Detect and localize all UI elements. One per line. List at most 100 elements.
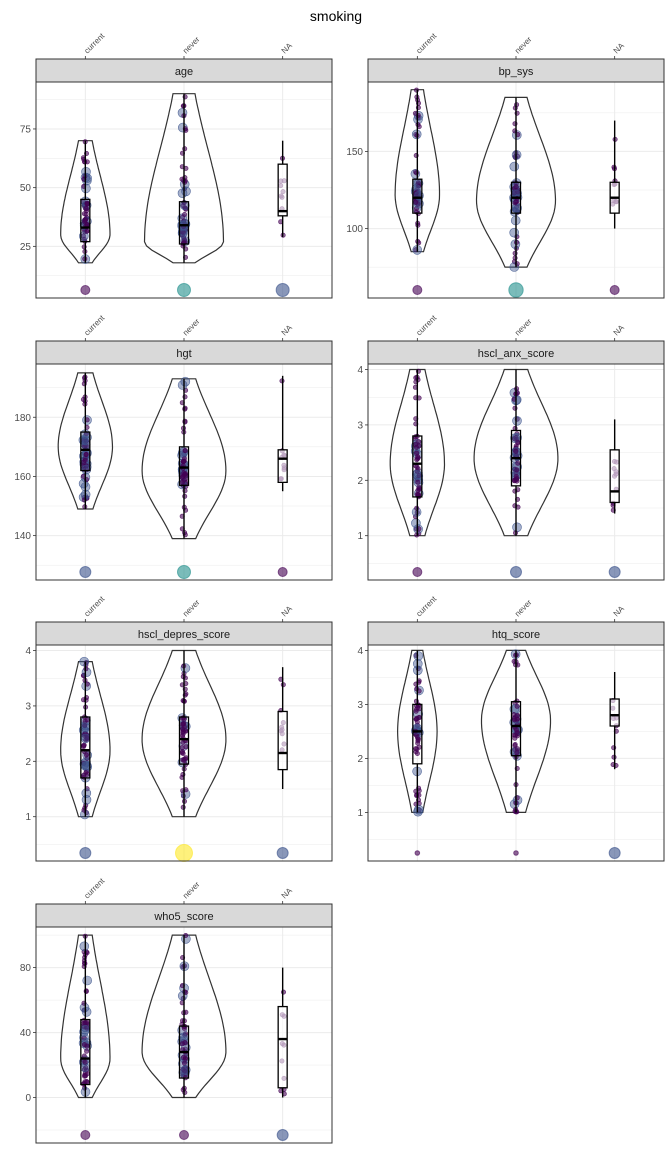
data-point xyxy=(513,184,519,190)
data-point xyxy=(180,750,186,756)
violin-never xyxy=(141,934,227,1099)
x-tick-label: never xyxy=(513,35,534,56)
data-point xyxy=(81,211,87,217)
na-point-current xyxy=(414,850,421,856)
strip-label: hgt xyxy=(176,348,191,360)
data-point xyxy=(177,380,188,390)
data-point xyxy=(179,1041,185,1047)
data-point xyxy=(83,752,89,758)
y-tick-label: 4 xyxy=(25,646,31,657)
data-point xyxy=(82,1079,88,1085)
facet-age: age current never NA 25 50 75 xyxy=(20,31,333,299)
violin-current xyxy=(60,140,111,264)
box-never xyxy=(178,716,190,765)
na-point-NA xyxy=(277,567,288,577)
data-point xyxy=(512,522,522,533)
data-point xyxy=(181,1055,187,1061)
violin-current xyxy=(396,649,438,813)
strip-label: bp_sys xyxy=(499,66,534,78)
y-tick-label: 1 xyxy=(357,808,363,819)
data-point xyxy=(84,222,90,228)
data-point xyxy=(82,730,88,736)
na-point-NA xyxy=(608,847,621,859)
facet-hscl_depres_score: hscl_depres_score current never NA 1 2 3 4 xyxy=(25,594,333,862)
y-tick-label: 2 xyxy=(25,757,31,768)
data-point xyxy=(415,738,421,744)
strip-label: who5_score xyxy=(153,911,213,923)
data-point xyxy=(177,188,188,198)
y-tick-label: 50 xyxy=(20,183,32,194)
data-point xyxy=(414,456,420,462)
na-point-current xyxy=(80,1130,91,1140)
y-tick-label: 1 xyxy=(25,812,31,823)
data-point xyxy=(80,722,90,733)
x-tick-label: never xyxy=(181,880,202,901)
data-point xyxy=(416,714,422,720)
data-point xyxy=(83,451,89,457)
data-point xyxy=(80,733,91,744)
data-point xyxy=(83,1073,89,1079)
violin-current xyxy=(60,934,111,1099)
data-point xyxy=(79,941,90,952)
x-tick-label: NA xyxy=(612,41,627,56)
box-current xyxy=(412,178,423,214)
y-tick-label: 160 xyxy=(14,472,31,483)
na-point-never xyxy=(179,1130,189,1140)
figure-title: smoking xyxy=(309,8,363,24)
facet-hgt: hgt current never NA 140 160 180 xyxy=(14,313,333,581)
data-point xyxy=(513,448,519,454)
na-point-current xyxy=(412,285,423,295)
data-point xyxy=(514,729,520,735)
data-point xyxy=(415,479,421,485)
x-tick-label: NA xyxy=(612,604,627,619)
violin-never xyxy=(473,368,559,537)
box-current xyxy=(80,1018,91,1086)
violin-never xyxy=(141,378,227,540)
violin-current xyxy=(389,368,446,537)
box-never xyxy=(510,701,522,757)
x-tick-label: NA xyxy=(612,323,627,338)
x-tick-label: never xyxy=(513,317,534,338)
data-point xyxy=(182,1090,188,1096)
data-point xyxy=(412,469,422,480)
data-point xyxy=(83,770,89,776)
x-tick-label: NA xyxy=(280,604,295,619)
na-point-current xyxy=(79,847,92,859)
na-point-never xyxy=(513,850,519,856)
data-point xyxy=(180,473,186,479)
data-point xyxy=(81,1035,87,1041)
data-point xyxy=(280,989,286,995)
x-tick-label: never xyxy=(181,317,202,338)
data-point xyxy=(83,737,89,743)
strip-label: hscl_depres_score xyxy=(138,629,230,641)
data-point xyxy=(182,212,188,218)
data-point xyxy=(413,749,419,755)
data-point xyxy=(84,1048,90,1054)
box-current xyxy=(80,716,91,779)
violin-never xyxy=(480,649,552,813)
y-tick-label: 1 xyxy=(357,531,363,542)
x-tick-label: current xyxy=(82,31,107,56)
x-tick-label: current xyxy=(414,31,439,56)
data-point xyxy=(515,439,521,445)
box-NA xyxy=(609,698,620,727)
data-point xyxy=(183,744,189,750)
data-point xyxy=(180,729,186,735)
data-point xyxy=(81,788,92,799)
data-point xyxy=(416,484,422,490)
y-tick-label: 80 xyxy=(20,963,32,974)
y-tick-label: 0 xyxy=(25,1093,31,1104)
data-point xyxy=(416,439,422,445)
data-point xyxy=(413,87,419,93)
data-point xyxy=(180,757,186,763)
data-point xyxy=(515,460,521,466)
y-tick-label: 75 xyxy=(20,124,32,135)
data-point xyxy=(182,448,188,454)
violin-never xyxy=(475,96,557,268)
box-NA xyxy=(277,163,288,217)
data-point xyxy=(512,735,518,741)
y-tick-label: 2 xyxy=(357,476,363,487)
data-point xyxy=(80,1024,90,1035)
na-point-NA xyxy=(275,283,290,297)
